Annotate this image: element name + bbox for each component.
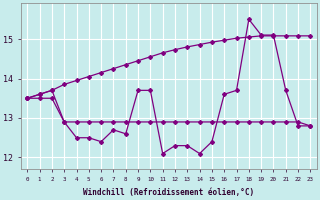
X-axis label: Windchill (Refroidissement éolien,°C): Windchill (Refroidissement éolien,°C)	[83, 188, 254, 197]
